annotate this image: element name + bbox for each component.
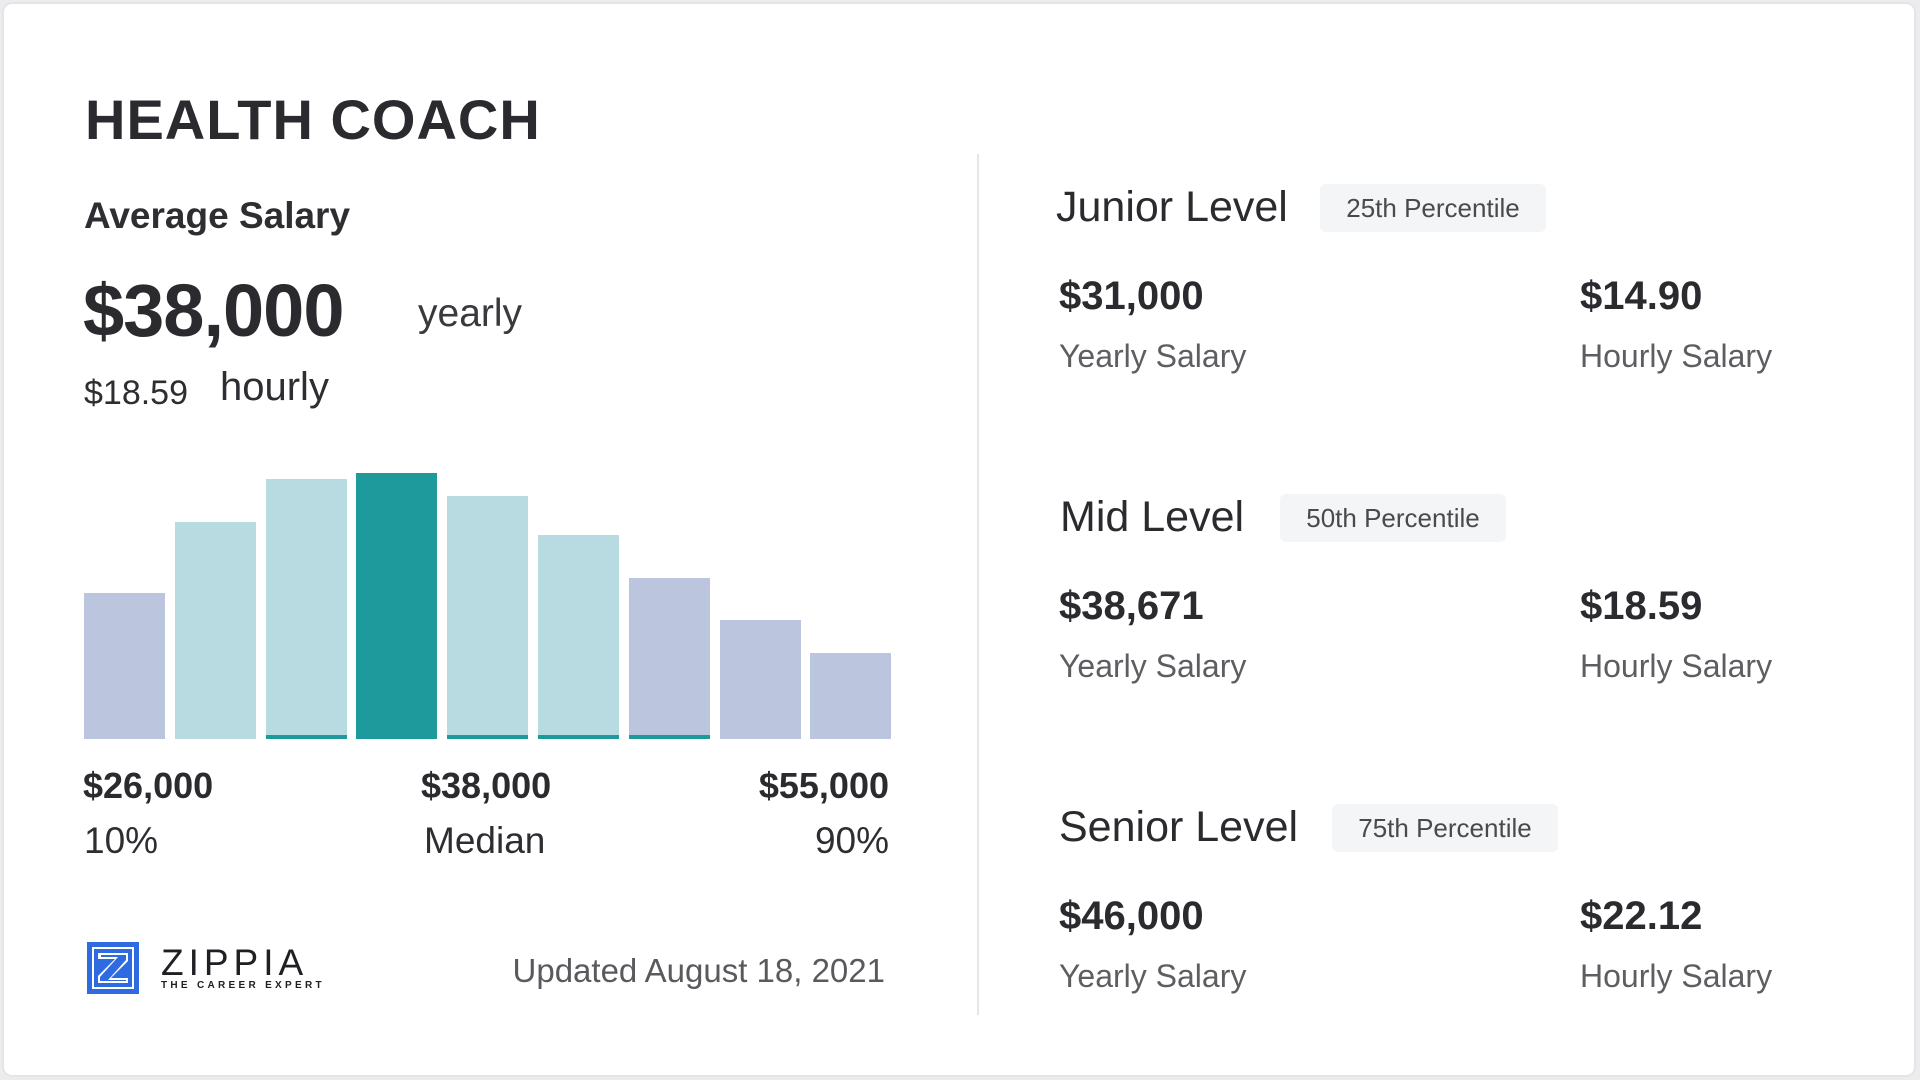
salary-distribution-chart: [84, 444, 894, 739]
yearly-salary-value: $38,671: [1059, 584, 1204, 628]
zippia-logo-icon: [87, 942, 139, 994]
average-salary-label: Average Salary: [84, 195, 351, 236]
bar-underline: [265, 735, 347, 739]
histogram-bar: [719, 620, 801, 739]
histogram-bar: [174, 522, 256, 739]
median-bar: [356, 473, 438, 739]
axis-low-label: 10%: [84, 820, 159, 861]
histogram-bar: [447, 496, 529, 739]
yearly-salary-value: $46,000: [1059, 894, 1204, 938]
axis-high-label: 90%: [814, 820, 889, 861]
yearly-salary-label: Yearly Salary: [1059, 958, 1247, 994]
percentile-badge: 75th Percentile: [1332, 804, 1558, 852]
histogram-bar: [538, 535, 619, 739]
column-divider: [977, 154, 979, 1015]
hourly-salary-label: Hourly Salary: [1580, 958, 1773, 994]
axis-high-value: $55,000: [758, 765, 889, 806]
percentile-badge: 50th Percentile: [1280, 494, 1506, 542]
hourly-salary-label: Hourly Salary: [1580, 338, 1773, 374]
histogram-bar: [628, 578, 710, 739]
average-hourly-salary: $18.59: [84, 374, 188, 412]
hourly-salary-value: $22.12: [1580, 894, 1703, 938]
bar-underline: [447, 735, 529, 739]
percentile-badge: 25th Percentile: [1320, 184, 1546, 232]
average-yearly-salary: $38,000: [83, 269, 344, 352]
axis-median-value: $38,000: [421, 765, 552, 806]
yearly-unit: yearly: [418, 292, 523, 335]
zippia-brand-name: ZIPPIA: [161, 942, 309, 983]
zippia-tagline: THE CAREER EXPERT: [161, 980, 325, 991]
level-title: Senior Level: [1059, 803, 1299, 851]
page-title: HEALTH COACH: [85, 88, 541, 151]
hourly-unit: hourly: [220, 365, 329, 409]
hourly-salary-value: $14.90: [1580, 274, 1703, 318]
yearly-salary-value: $31,000: [1059, 274, 1204, 318]
bar-underline: [538, 735, 619, 739]
level-title: Mid Level: [1060, 493, 1245, 541]
hourly-salary-label: Hourly Salary: [1580, 648, 1773, 684]
yearly-salary-label: Yearly Salary: [1059, 338, 1247, 374]
histogram-bar: [84, 593, 165, 739]
histogram-bar: [810, 653, 892, 739]
axis-median-label: Median: [424, 820, 546, 861]
histogram-bar: [265, 479, 347, 739]
hourly-salary-value: $18.59: [1580, 584, 1703, 628]
updated-date: Updated August 18, 2021: [512, 952, 885, 989]
level-title: Junior Level: [1056, 183, 1288, 231]
bar-underline: [628, 735, 710, 739]
axis-low-value: $26,000: [83, 765, 214, 806]
yearly-salary-label: Yearly Salary: [1059, 648, 1247, 684]
